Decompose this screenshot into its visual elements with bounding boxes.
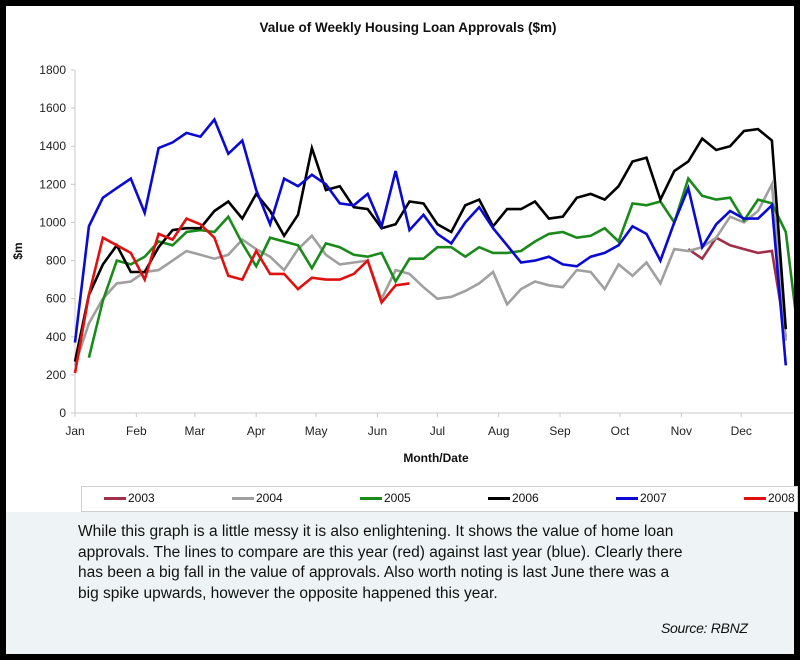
y-tick-label: 1000: [39, 215, 66, 229]
legend-swatch: [744, 496, 766, 500]
y-tick-label: 1800: [39, 63, 66, 77]
x-tick-label: Mar: [185, 424, 206, 438]
x-axis-label: Month/Date: [403, 451, 469, 465]
legend-label: 2007: [640, 491, 667, 505]
legend-label: 2008: [768, 491, 795, 505]
x-tick-label: Jan: [65, 424, 84, 438]
series-line-2006: [73, 127, 788, 362]
legend-item-2007: 2007: [616, 491, 667, 505]
x-tick-label: Jun: [368, 424, 387, 438]
line-chart: Value of Weekly Housing Loan Approvals (…: [11, 20, 794, 465]
legend-item-2005: 2005: [360, 491, 411, 505]
x-tick-label: Apr: [247, 424, 266, 438]
legend-item-2006: 2006: [488, 491, 539, 505]
axes: 0 200 400 600 800 1000 1200 1400 1600 1800 Jan Feb M…: [39, 63, 794, 438]
x-tick-label: Jul: [430, 424, 445, 438]
y-axis-label: $m: [11, 242, 25, 259]
y-tick-label: 600: [46, 292, 66, 306]
legend-item-2008: 2008: [744, 491, 795, 505]
x-tick-label: Aug: [488, 424, 509, 438]
x-tick-label: Oct: [611, 424, 630, 438]
series-line-2007: [73, 116, 788, 366]
legend-label: 2005: [384, 491, 411, 505]
legend-item-2004: 2004: [232, 491, 283, 505]
legend-swatch: [232, 496, 254, 500]
source-credit: Source: RBNZ: [661, 620, 748, 636]
y-tick-label: 200: [46, 368, 66, 382]
series-line-2003: [687, 235, 788, 338]
series-lines: [73, 116, 794, 374]
legend-label: 2004: [256, 491, 283, 505]
legend-swatch: [104, 496, 126, 500]
x-tick-label: Nov: [671, 424, 692, 438]
legend-label: 2006: [512, 491, 539, 505]
x-tick-label: Sep: [549, 424, 571, 438]
commentary-text: While this graph is a little messy it is…: [78, 523, 683, 602]
legend-item-2003: 2003: [104, 491, 155, 505]
y-tick-label: 1400: [39, 139, 66, 153]
legend: 2003 2004 2005 2006 2007 2008: [81, 486, 798, 512]
legend-swatch: [360, 496, 382, 500]
y-tick-label: 800: [46, 254, 66, 268]
legend-label: 2003: [128, 491, 155, 505]
legend-swatch: [488, 496, 510, 500]
x-tick-label: May: [305, 424, 328, 438]
x-tick-label: Feb: [126, 424, 147, 438]
y-tick-label: 0: [59, 406, 66, 420]
legend-swatch: [616, 496, 638, 500]
commentary-panel: While this graph is a little messy it is…: [6, 512, 794, 654]
y-tick-label: 1200: [39, 177, 66, 191]
y-tick-label: 1600: [39, 101, 66, 115]
series-line-2005: [87, 175, 794, 359]
y-tick-label: 400: [46, 330, 66, 344]
x-tick-label: Dec: [731, 424, 752, 438]
chart-title: Value of Weekly Housing Loan Approvals (…: [259, 20, 556, 35]
series-line-2004: [73, 179, 788, 366]
series-line-2008: [73, 216, 410, 374]
